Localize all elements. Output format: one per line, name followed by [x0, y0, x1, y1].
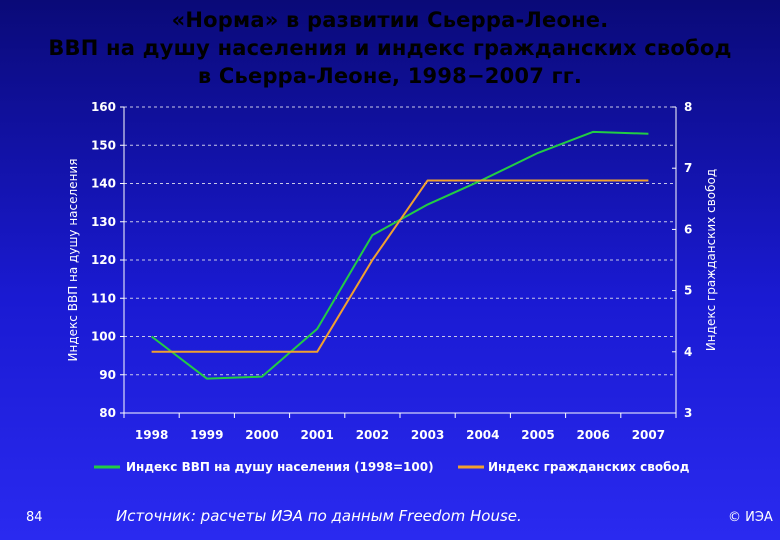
x-tick-label: 2005: [521, 428, 554, 442]
y2-axis-ticks: 3 4 5 6 7 8: [672, 100, 692, 420]
title-line-2: ВВП на душу населения и индекс гражданск…: [48, 36, 732, 60]
y2-tick-label: 3: [684, 406, 692, 420]
x-tick-label: 2002: [356, 428, 389, 442]
legend-label: Индекс ВВП на душу населения (1998=100): [126, 460, 434, 474]
x-tick-label: 1999: [190, 428, 223, 442]
y-tick-label: 100: [91, 330, 116, 344]
civil-liberties-line: [151, 179, 649, 353]
y-axis-ticks: 80 90 100 110 120 130 140 150 160: [91, 100, 124, 420]
x-tick-label: 2000: [245, 428, 278, 442]
source-note: Источник: расчеты ИЭА по данным Freedom …: [116, 507, 522, 525]
y2-tick-label: 4: [684, 345, 692, 359]
x-tick-label: 1998: [135, 428, 168, 442]
x-tick-label: 2004: [466, 428, 499, 442]
y-axis-title: Индекс ВВП на душу населения: [66, 159, 80, 362]
y-tick-label: 120: [91, 253, 116, 267]
y-tick-label: 110: [91, 291, 116, 305]
page-number: 84: [26, 510, 43, 525]
y-tick-label: 140: [91, 177, 116, 191]
grid-lines: [124, 106, 676, 376]
y2-tick-label: 8: [684, 100, 692, 114]
y-tick-label: 150: [91, 138, 116, 152]
series-lines: [150, 130, 649, 380]
y-tick-label: 160: [91, 100, 116, 114]
title-line-3: в Сьерра-Леоне, 1998−2007 гг.: [197, 64, 583, 88]
y2-tick-label: 7: [684, 161, 692, 175]
title-line-1: «Норма» в развитии Сьерра-Леоне.: [171, 8, 609, 32]
y2-axis-title: Индекс гражданских свобод: [704, 169, 718, 351]
legend: Индекс ВВП на душу населения (1998=100) И…: [94, 460, 690, 474]
y-tick-label: 130: [91, 215, 116, 229]
legend-label: Индекс гражданских свобод: [488, 460, 690, 474]
slide-title: «Норма» в развитии Сьерра-Леоне. ВВП на …: [0, 6, 780, 90]
x-tick-label: 2001: [300, 428, 333, 442]
y-tick-label: 90: [99, 368, 116, 382]
gdp-index-line: [150, 130, 649, 380]
y2-tick-label: 6: [684, 222, 692, 236]
x-tick-label: 2006: [576, 428, 609, 442]
y2-tick-label: 5: [684, 284, 692, 298]
x-axis-ticks: 1998 1999 2000 2001 2002 2003 2004 2005 2006 2007: [123, 413, 677, 442]
copyright: © ИЭА: [728, 510, 773, 525]
y-tick-label: 80: [99, 406, 116, 420]
x-tick-label: 2007: [632, 428, 665, 442]
x-tick-label: 2003: [411, 428, 444, 442]
